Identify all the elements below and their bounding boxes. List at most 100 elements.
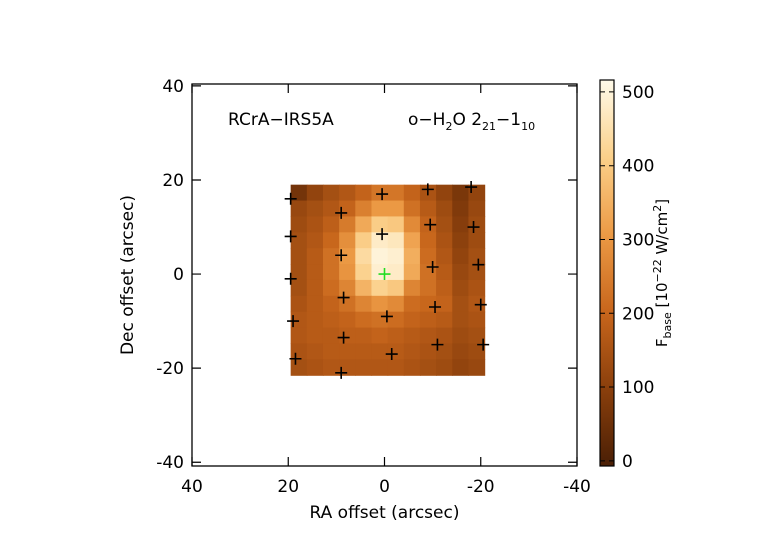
heat-cell bbox=[403, 232, 421, 249]
heat-cell bbox=[322, 343, 340, 360]
colorbar-tick-label: 200 bbox=[622, 304, 654, 324]
x-tick-label: -20 bbox=[467, 477, 495, 497]
heat-cell bbox=[387, 200, 405, 218]
heat-cell bbox=[419, 359, 437, 376]
spaxel-marker bbox=[465, 181, 478, 194]
heat-cell bbox=[339, 279, 356, 297]
heat-cell bbox=[403, 295, 421, 313]
heat-cell bbox=[452, 264, 470, 281]
heat-cell bbox=[468, 279, 486, 297]
heat-cell bbox=[371, 359, 389, 376]
heat-cell bbox=[387, 359, 405, 376]
heat-cell bbox=[387, 264, 405, 281]
heat-cell bbox=[403, 200, 421, 218]
colorbar-tick-label: 0 bbox=[622, 452, 633, 472]
spaxel-marker bbox=[337, 291, 350, 304]
heat-cell bbox=[306, 279, 324, 297]
heat-cell bbox=[387, 327, 405, 345]
heat-cell bbox=[322, 216, 340, 233]
colorbar-label-part: [10 bbox=[653, 283, 671, 313]
line-label-part: 21 bbox=[482, 120, 496, 133]
heat-cell bbox=[468, 359, 486, 376]
heat-cell bbox=[387, 311, 405, 329]
heat-cell bbox=[290, 264, 308, 281]
heat-cell bbox=[306, 184, 324, 202]
heat-cell bbox=[306, 200, 324, 218]
colorbar-tick-label: 400 bbox=[622, 157, 654, 177]
spaxel-marker bbox=[376, 188, 389, 201]
heat-cell bbox=[371, 232, 389, 249]
spaxel-marker bbox=[472, 258, 485, 271]
heat-cell bbox=[387, 184, 405, 202]
heat-cell bbox=[468, 343, 486, 360]
x-axis-label: RA offset (arcsec) bbox=[310, 503, 460, 523]
heat-cell bbox=[339, 184, 356, 202]
heat-cell bbox=[452, 311, 470, 329]
heat-cell bbox=[419, 343, 437, 360]
heat-cell bbox=[436, 279, 453, 297]
heat-cell bbox=[290, 232, 308, 249]
heat-cell bbox=[452, 327, 470, 345]
line-label-part: O 2 bbox=[452, 110, 482, 130]
spaxel-marker bbox=[284, 192, 297, 205]
heat-cell bbox=[371, 200, 389, 218]
heat-cell bbox=[419, 311, 437, 329]
heat-cell bbox=[290, 200, 308, 218]
heat-cell bbox=[306, 248, 324, 265]
heat-cell bbox=[387, 343, 405, 360]
heat-cell bbox=[436, 216, 453, 233]
heat-cell bbox=[355, 184, 373, 202]
heat-cell bbox=[419, 248, 437, 265]
heat-cell bbox=[436, 248, 453, 265]
heat-cell bbox=[322, 359, 340, 376]
heat-cell bbox=[306, 327, 324, 345]
heat-cell bbox=[468, 327, 486, 345]
object-label: RCrA−IRS5A bbox=[228, 110, 334, 130]
heat-cell bbox=[339, 264, 356, 281]
heat-cell bbox=[290, 248, 308, 265]
heat-cell bbox=[452, 359, 470, 376]
spaxel-marker bbox=[289, 352, 302, 365]
line-label-part: o−H bbox=[408, 110, 445, 130]
heat-cell bbox=[403, 279, 421, 297]
heat-cell bbox=[468, 184, 486, 202]
spaxel-marker bbox=[474, 298, 487, 311]
heat-cell bbox=[371, 248, 389, 265]
heat-cell bbox=[436, 264, 453, 281]
heat-cell bbox=[322, 264, 340, 281]
colorbar-tick-label: 300 bbox=[622, 230, 654, 250]
heatmap bbox=[290, 184, 486, 376]
heat-cell bbox=[322, 311, 340, 329]
heat-cell bbox=[306, 216, 324, 233]
y-tick-label: 0 bbox=[173, 265, 184, 285]
heat-cell bbox=[403, 359, 421, 376]
colorbar-label-part: W/cm bbox=[653, 212, 671, 260]
heat-cell bbox=[371, 279, 389, 297]
heat-cell bbox=[371, 311, 389, 329]
heat-cell bbox=[468, 200, 486, 218]
heat-cell bbox=[452, 232, 470, 249]
heat-cell bbox=[290, 279, 308, 297]
heat-cell bbox=[371, 295, 389, 313]
heat-cell bbox=[387, 248, 405, 265]
heat-cell bbox=[322, 295, 340, 313]
heat-cell bbox=[387, 232, 405, 249]
heat-cell bbox=[290, 295, 308, 313]
heat-cell bbox=[436, 200, 453, 218]
heat-cell bbox=[290, 311, 308, 329]
spaxel-marker bbox=[385, 348, 398, 361]
heat-cell bbox=[290, 359, 308, 376]
heat-cell bbox=[355, 327, 373, 345]
heat-cell bbox=[306, 232, 324, 249]
colorbar bbox=[599, 79, 615, 467]
spaxel-marker bbox=[335, 249, 348, 262]
heat-cell bbox=[355, 359, 373, 376]
heat-cell bbox=[339, 232, 356, 249]
heat-cell bbox=[419, 295, 437, 313]
spaxel-marker bbox=[335, 366, 348, 379]
spaxel-marker bbox=[337, 331, 350, 344]
spaxels bbox=[284, 181, 490, 379]
heat-cell bbox=[322, 184, 340, 202]
heat-cell bbox=[322, 327, 340, 345]
